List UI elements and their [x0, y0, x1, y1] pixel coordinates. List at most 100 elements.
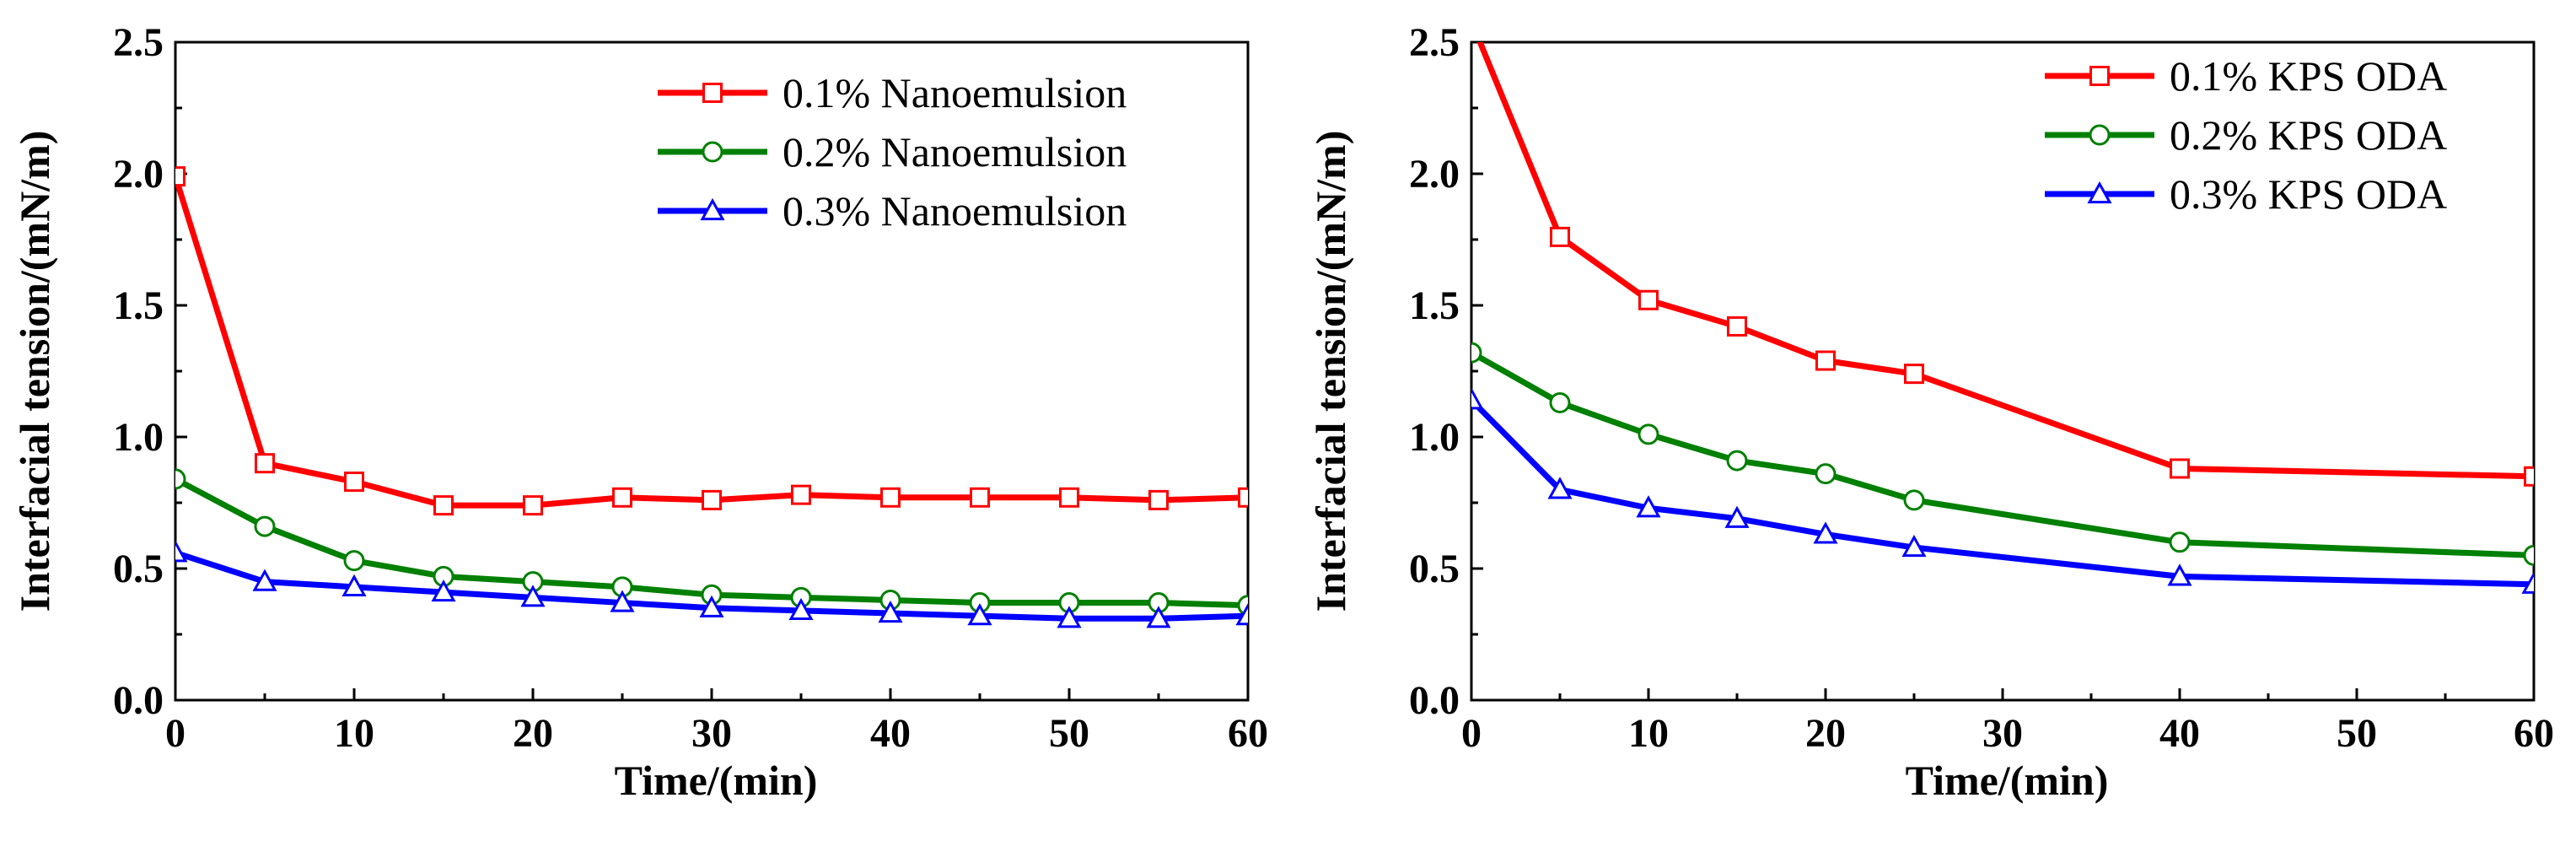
chart-2-y-tick-label: 0.5 — [1409, 547, 1460, 591]
chart-2-series-0-2pct-kps-oda-point — [1903, 489, 1925, 511]
chart-2-y-tick-label: 0.0 — [1409, 678, 1460, 723]
chart-1-series-0-1pct-nanoemulsion-point — [433, 495, 454, 516]
chart-1-series-0-3pct-nanoemulsion-point — [252, 569, 277, 591]
chart-1-legend-label: 0.3% Nanoemulsion — [782, 187, 1127, 235]
chart-2-series-0-2pct-kps-oda-point — [2169, 531, 2191, 553]
chart-1-series-0-3pct-nanoemulsion-point — [878, 600, 903, 623]
chart-1-series-0-1pct-nanoemulsion-point — [1148, 489, 1169, 510]
chart-2-series-0-2pct-kps-oda-point — [1638, 423, 1659, 445]
chart-1-legend: 0.1% Nanoemulsion 0.2% Nanoemulsion 0.3% N… — [658, 69, 1127, 235]
chart-2-series-0-3pct-kps-oda-point — [1813, 521, 1838, 544]
chart-2-series-0-1pct-kps-oda-point — [1638, 289, 1659, 310]
chart-2-series-0-1pct-kps-oda-point — [1815, 350, 1836, 371]
chart-1-series-0-1pct-nanoemulsion-point — [970, 487, 990, 508]
chart-1-series-0-1pct-nanoemulsion-point — [523, 495, 543, 516]
chart-2-series-0-3pct-kps-oda-line — [1471, 396, 2534, 588]
chart-1-series-0-3pct-nanoemulsion-point — [699, 595, 724, 617]
chart-1-series-0-3pct-nanoemulsion-point — [341, 574, 367, 596]
chart-2-y-tick-label: 2.5 — [1409, 20, 1460, 65]
chart-1-series-0-2pct-nanoemulsion-point — [254, 515, 276, 537]
chart-1-x-tick-label: 10 — [334, 711, 374, 756]
chart-1-series-0-2pct-nanoemulsion-point — [175, 468, 186, 490]
chart-1-y-tick-label: 2.5 — [113, 20, 164, 65]
chart-2-series-0-2pct-kps-oda-point — [1815, 463, 1837, 485]
chart-1-legend-marker — [702, 83, 723, 103]
chart-2-series-0-1pct-kps-oda-point — [1463, 13, 1481, 30]
chart-1-series-0-1pct-nanoemulsion-point — [791, 484, 811, 505]
chart-1-legend-label: 0.1% Nanoemulsion — [782, 69, 1127, 116]
chart-2-series-0-3pct-kps-oda-point — [1724, 505, 1750, 528]
chart-2-x-tick-label: 10 — [1628, 711, 1669, 756]
chart-1-series-0-3pct-nanoemulsion-point — [788, 597, 814, 621]
chart-2-legend-marker — [2089, 124, 2111, 146]
chart-2-series-0-3pct-kps-oda-point — [1901, 534, 1927, 558]
chart-2-series-0-3pct-kps-oda-point — [2167, 563, 2192, 586]
chart-1-series-0-1pct-nanoemulsion-point — [880, 487, 901, 508]
chart-2-series-0-2pct-kps-oda-line — [1471, 349, 2534, 558]
chart-2-x-tick-label: 20 — [1805, 711, 1846, 756]
chart-1-series-0-3pct-nanoemulsion-point — [1146, 606, 1171, 628]
chart-2-x-tick-label: 40 — [2159, 711, 2200, 756]
chart-1-y-tick-label: 1.0 — [113, 415, 164, 460]
chart-1-series-0-3pct-nanoemulsion-point — [1235, 603, 1248, 626]
chart-1-series-0-3pct-nanoemulsion-point — [610, 590, 635, 612]
chart-2-series-0-1pct-kps-oda-point — [1904, 364, 1924, 385]
chart-1-data-area — [175, 166, 1248, 628]
chart-1-series-0-3pct-nanoemulsion-point — [1057, 606, 1082, 628]
chart-2-legend: 0.1% KPS ODA 0.2% KPS ODA 0.3% KPS ODA — [2045, 52, 2447, 218]
chart-2-series-0-1pct-kps-oda-point — [2170, 458, 2190, 479]
chart-1-y-tick-label: 0.5 — [113, 547, 164, 591]
chart-2-x-tick-label: 0 — [1461, 711, 1482, 756]
chart-1-y-tick-label: 1.5 — [113, 283, 164, 328]
chart-1-x-tick-label: 50 — [1049, 711, 1089, 756]
chart-2-data-area — [1463, 13, 2534, 594]
chart-1-series-0-1pct-nanoemulsion-point — [175, 166, 186, 187]
chart-2-legend-marker — [2087, 181, 2112, 204]
chart-1-x-tick-label: 40 — [870, 711, 911, 756]
chart-2-y-tick-label: 2.0 — [1409, 152, 1460, 197]
chart-1-series-0-3pct-nanoemulsion-point — [175, 540, 188, 563]
chart-1-x-tick-label: 20 — [513, 711, 553, 756]
chart-1-legend-label: 0.2% Nanoemulsion — [782, 128, 1127, 175]
chart-2: 0 10 20 30 40 50 60 0.0 0.5 1.0 1.5 2.0 2.5 Time/(min… — [1307, 13, 2554, 804]
chart-2-series-0-3pct-kps-oda-point — [1547, 477, 1573, 499]
chart-2-series-0-2pct-kps-oda-point — [1471, 342, 1482, 364]
chart-2-y-tick-label: 1.5 — [1409, 283, 1460, 328]
chart-2-legend-label: 0.1% KPS ODA — [2170, 52, 2447, 100]
chart-2-y-axis-title: Interfacial tension/(mN/m) — [1307, 131, 1354, 612]
chart-1-series-0-2pct-nanoemulsion-point — [343, 550, 365, 572]
chart-2-series-0-1pct-kps-oda-point — [2524, 466, 2534, 487]
chart-1-series-0-1pct-nanoemulsion-point — [255, 453, 275, 474]
chart-1-series-0-1pct-nanoemulsion-point — [612, 487, 632, 508]
chart-2-legend-label: 0.3% KPS ODA — [2170, 170, 2447, 218]
chart-1-series-0-3pct-nanoemulsion-point — [431, 579, 456, 602]
chart-2-legend-marker — [2089, 66, 2110, 86]
chart-2-x-tick-label: 30 — [1982, 711, 2023, 756]
chart-2-series-0-1pct-kps-oda-line — [1476, 42, 2534, 480]
chart-2-y-tick-label: 1.0 — [1409, 415, 1460, 460]
chart-1-legend-marker — [700, 197, 725, 221]
chart-2-x-tick-label: 50 — [2337, 711, 2377, 756]
chart-1-x-tick-label: 30 — [691, 711, 732, 756]
chart-1: 0 10 20 30 40 50 60 0.0 0.5 1.0 1.5 2.0 2.5 Time/(min… — [11, 20, 1268, 804]
chart-1-legend-marker — [702, 141, 723, 163]
chart-1-series-0-1pct-nanoemulsion-point — [702, 489, 722, 510]
chart-1-series-0-3pct-nanoemulsion-point — [520, 585, 546, 607]
chart-2-legend-label: 0.2% KPS ODA — [2170, 111, 2447, 159]
chart-1-y-axis-title: Interfacial tension/(mN/m) — [11, 131, 58, 612]
chart-2-series-0-2pct-kps-oda-point — [1549, 391, 1571, 413]
chart-1-y-tick-label: 2.0 — [113, 152, 164, 197]
chart-2-series-0-2pct-kps-oda-point — [2523, 544, 2534, 566]
chart-2-x-tick-label: 60 — [2514, 711, 2554, 756]
chart-1-x-tick-label: 0 — [165, 711, 186, 756]
chart-2-series-0-3pct-kps-oda-point — [2521, 571, 2534, 594]
chart-2-series-0-1pct-kps-oda-point — [1727, 315, 1747, 337]
chart-2-x-axis-title: Time/(min) — [1906, 757, 2109, 804]
chart-2-series-0-3pct-kps-oda-point — [1636, 495, 1661, 518]
chart-1-series-0-1pct-nanoemulsion-point — [344, 472, 364, 493]
chart-2-series-0-2pct-kps-oda-point — [1726, 450, 1748, 472]
chart-1-series-0-1pct-nanoemulsion-point — [1238, 487, 1248, 508]
chart-1-series-0-3pct-nanoemulsion-point — [967, 603, 992, 626]
